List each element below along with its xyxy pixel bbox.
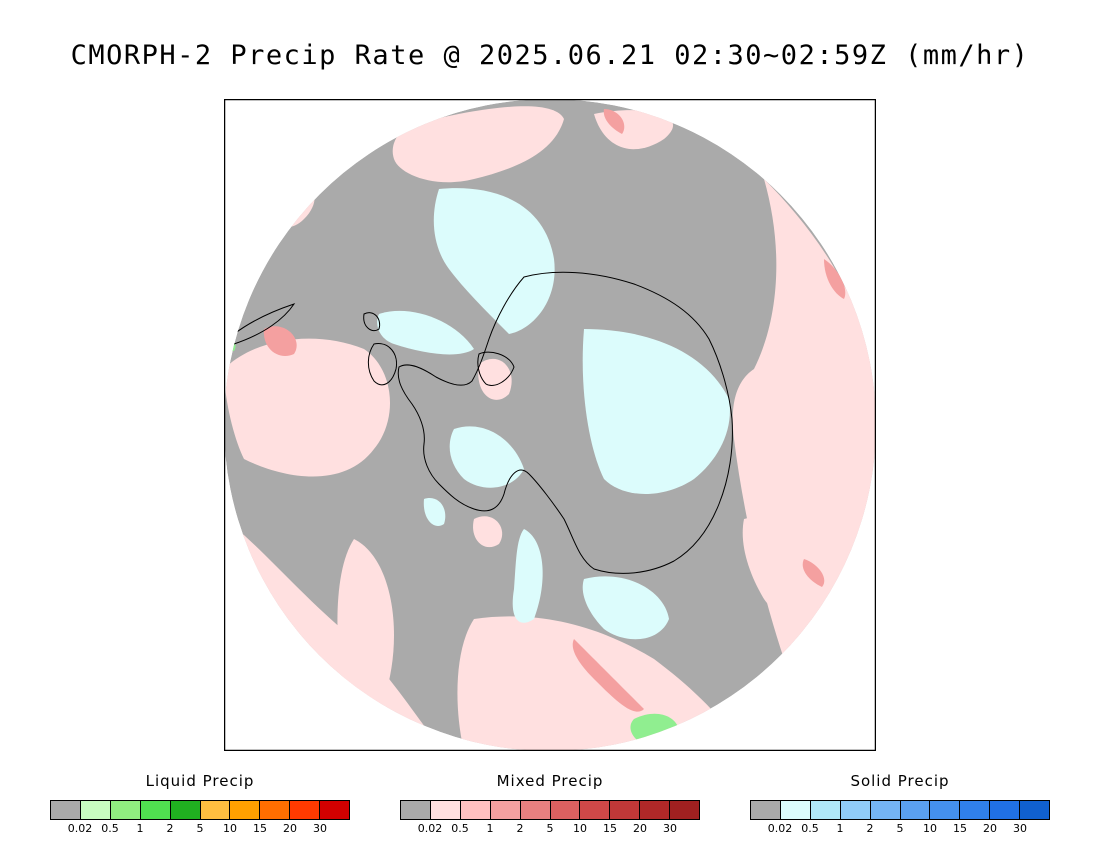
legend-swatch <box>900 801 931 819</box>
tick-label: 0.02 <box>417 822 443 835</box>
legend-swatch <box>640 801 671 819</box>
tick-label: 5 <box>196 822 204 835</box>
legend-swatch <box>810 801 841 819</box>
legend-swatch <box>51 801 81 819</box>
legend-title: Solid Precip <box>850 772 950 790</box>
legend-swatch <box>290 801 321 819</box>
tick-label: 5 <box>896 822 904 835</box>
tick-label: 2 <box>166 822 174 835</box>
tick-label: 2 <box>516 822 524 835</box>
legend-swatch <box>610 801 641 819</box>
legend-swatch <box>780 801 811 819</box>
legend-mixed: Mixed Precip 0.02 0.5 1 2 5 10 15 20 30 <box>400 772 700 836</box>
tick-labels: 0.02 0.5 1 2 5 10 15 20 30 <box>750 822 1050 836</box>
tick-label: 10 <box>923 822 937 835</box>
legend-swatch <box>580 801 611 819</box>
tick-label: 15 <box>603 822 617 835</box>
tick-labels: 0.02 0.5 1 2 5 10 15 20 30 <box>50 822 350 836</box>
legend-swatch <box>550 801 581 819</box>
legend-title: Liquid Precip <box>145 772 255 790</box>
tick-label: 30 <box>1013 822 1027 835</box>
legend-swatch <box>80 801 111 819</box>
legend-title: Mixed Precip <box>496 772 604 790</box>
tick-label: 20 <box>283 822 297 835</box>
tick-label: 10 <box>223 822 237 835</box>
legend-swatch <box>960 801 991 819</box>
tick-label: 0.02 <box>767 822 793 835</box>
legend-swatch <box>990 801 1021 819</box>
legend-swatch <box>1020 801 1050 819</box>
legend-swatch <box>460 801 491 819</box>
color-bar <box>50 800 350 820</box>
solid-precip-areas <box>377 188 730 640</box>
tick-label: 30 <box>313 822 327 835</box>
legend-swatch <box>751 801 781 819</box>
tick-label: 0.5 <box>801 822 819 835</box>
tick-label: 15 <box>953 822 967 835</box>
legend-swatch <box>520 801 551 819</box>
legend-liquid: Liquid Precip 0.02 0.5 1 2 5 10 15 20 30 <box>50 772 350 836</box>
precip-map <box>224 99 876 751</box>
tick-label: 15 <box>253 822 267 835</box>
legend-swatch <box>670 801 700 819</box>
legend-swatch <box>110 801 141 819</box>
tick-label: 0.5 <box>451 822 469 835</box>
tick-label: 0.02 <box>67 822 93 835</box>
legend-solid: Solid Precip 0.02 0.5 1 2 5 10 15 20 30 <box>750 772 1050 836</box>
tick-label: 10 <box>573 822 587 835</box>
coastline-antarctica <box>233 271 733 574</box>
legend-swatch <box>140 801 171 819</box>
tick-label: 1 <box>136 822 144 835</box>
legend-swatch <box>200 801 231 819</box>
color-bar <box>400 800 700 820</box>
tick-label: 20 <box>633 822 647 835</box>
legend-swatch <box>870 801 901 819</box>
tick-label: 5 <box>546 822 554 835</box>
tick-labels: 0.02 0.5 1 2 5 10 15 20 30 <box>400 822 700 836</box>
tick-label: 1 <box>486 822 494 835</box>
legend-swatch <box>170 801 201 819</box>
legend-swatch <box>320 801 350 819</box>
legend-swatch <box>930 801 961 819</box>
chart-title: CMORPH-2 Precip Rate @ 2025.06.21 02:30~… <box>70 40 1030 71</box>
legend-swatch <box>490 801 521 819</box>
tick-label: 0.5 <box>101 822 119 835</box>
legend-swatch <box>430 801 461 819</box>
legend-swatch <box>401 801 431 819</box>
mixed-precip-moderate <box>263 109 846 712</box>
map-border <box>224 99 876 751</box>
tick-label: 2 <box>866 822 874 835</box>
tick-label: 20 <box>983 822 997 835</box>
tick-label: 30 <box>663 822 677 835</box>
legend-swatch <box>260 801 291 819</box>
legend-swatch <box>840 801 871 819</box>
color-bar <box>750 800 1050 820</box>
legend-swatch <box>230 801 261 819</box>
tick-label: 1 <box>836 822 844 835</box>
